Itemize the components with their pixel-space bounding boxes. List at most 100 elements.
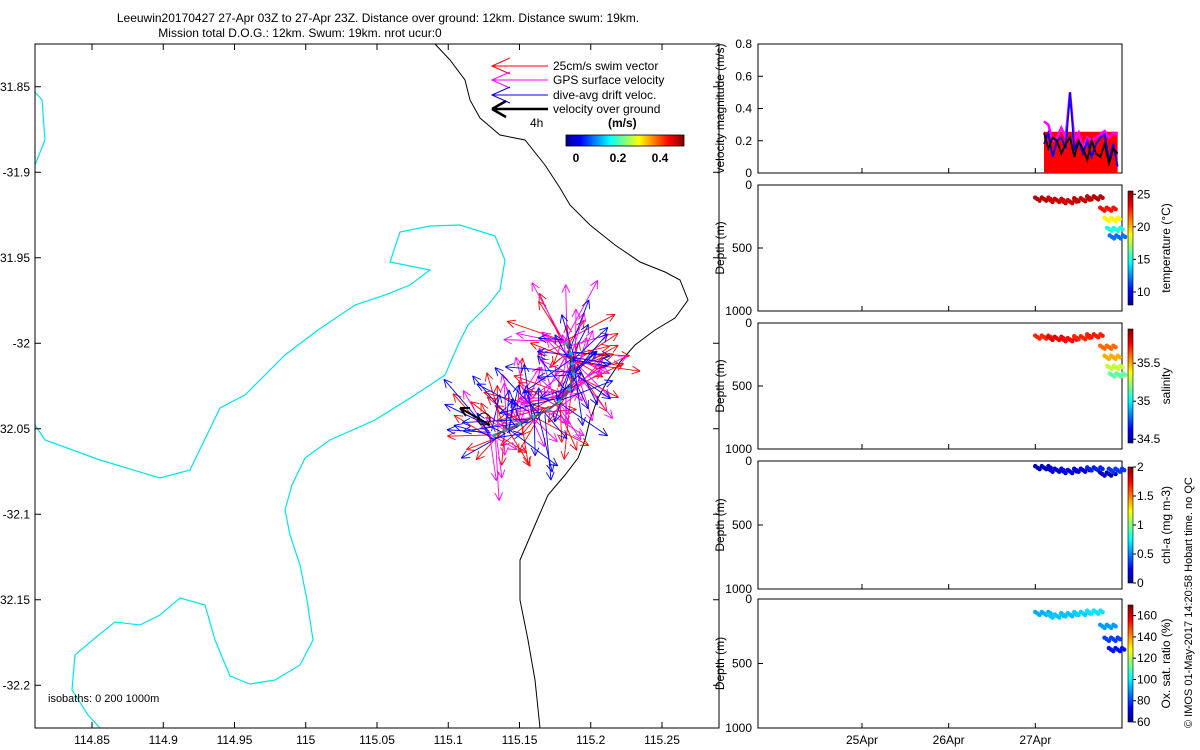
velocity-vector <box>577 374 614 419</box>
profile-sample <box>1111 374 1117 379</box>
profile-sample <box>1050 337 1055 343</box>
velocity-vector <box>550 392 579 415</box>
panel-y-tick-label: 0 <box>745 166 752 180</box>
velocity-vector <box>537 375 560 397</box>
velocity-vector-head <box>504 389 513 399</box>
velocity-vector-head <box>522 385 532 394</box>
velocity-vector <box>537 412 553 473</box>
velocity-vector-head <box>599 326 609 336</box>
panel-frame <box>757 322 1123 450</box>
profile-sample <box>1117 217 1123 222</box>
velocity-vector-head <box>506 319 517 328</box>
legend-drift-swatch <box>490 86 548 104</box>
legend-ground-swatch <box>491 99 548 119</box>
legend-swim-label: 25cm/s swim vector <box>553 59 658 73</box>
glider-track-point <box>546 408 550 412</box>
velocity-vector <box>553 339 563 366</box>
colorbar-label: chl-a (mg m-3) <box>1159 486 1173 564</box>
velocity-vector-head <box>521 426 530 436</box>
velocity-vector <box>559 350 568 397</box>
colorbar-tick-label: 120 <box>1137 651 1157 665</box>
velocity-vector-head <box>545 471 555 481</box>
profile-sample <box>1037 466 1042 472</box>
velocity-vector <box>554 334 568 357</box>
velocity-vector-head <box>548 457 559 467</box>
panel-colorbar <box>1127 466 1134 584</box>
velocity-vector-head <box>581 299 591 309</box>
velocity-vector-head <box>598 360 608 369</box>
legend-swim-swatch <box>490 57 548 75</box>
profile-sample <box>1037 336 1042 341</box>
glider-track-point <box>517 421 522 426</box>
velocity-vector-head <box>559 314 569 324</box>
panel-y-tick-label: 0.8 <box>735 37 752 51</box>
profile-sample <box>1122 647 1127 652</box>
map-y-tick-label: -32.2 <box>3 678 31 692</box>
velocity-vector-head <box>537 355 546 365</box>
profile-sample <box>1111 648 1116 654</box>
profile-sample <box>1070 338 1075 344</box>
panel-y-tick-label: 0.4 <box>735 102 752 116</box>
velocity-vector <box>544 414 552 481</box>
profile-sample <box>1100 609 1105 615</box>
map-y-axis: -31.85 -31.9 -31.95 -32 -32.05 -32.1 -32.15 -32… <box>0 80 719 692</box>
velocity-vector <box>571 337 588 387</box>
profile-sample <box>1070 470 1075 476</box>
profile-sample <box>1120 365 1125 370</box>
panel-y-tick-label: 0 <box>745 592 752 606</box>
velocity-vector <box>558 380 613 402</box>
velocity-vectors <box>443 280 641 501</box>
profile-sample <box>1076 469 1081 474</box>
map-x-tick-label: 114.9 <box>149 733 178 747</box>
panel-frame <box>757 460 1123 590</box>
velocity-vector-head <box>604 409 614 420</box>
velocity-vector-head <box>493 385 502 394</box>
profile-sample <box>1057 615 1062 620</box>
velocity-vector <box>447 434 493 437</box>
map-colorbar-tick: 0.2 <box>610 151 627 165</box>
velocity-vector-head <box>503 335 513 345</box>
map-colorbar-label: (m/s) <box>608 116 637 130</box>
profile-sample <box>1070 614 1075 619</box>
velocity-vector-head <box>516 396 526 406</box>
map-colorbar <box>565 134 685 147</box>
velocity-vector-head <box>475 450 485 461</box>
panel-y-tick-label: 0 <box>745 178 752 192</box>
profile-sample <box>1113 638 1118 643</box>
map-x-axis: 114.85 114.9 114.95 115 115.05 115.1 115.15 115… <box>74 44 680 747</box>
panel-y-tick-label: 1000 <box>725 721 752 735</box>
velocity-vector-head <box>609 332 619 342</box>
map-x-tick-label: 114.85 <box>74 733 110 747</box>
velocity-vector <box>537 374 575 378</box>
velocity-vector <box>572 358 584 426</box>
velocity-vector-head <box>508 441 518 451</box>
velocity-vector <box>499 396 565 414</box>
profile-sample <box>1111 469 1116 474</box>
colorbar-label: salinity <box>1159 368 1173 405</box>
colorbar-tick-label: 1.5 <box>1137 489 1154 503</box>
profile-sample <box>1083 469 1088 474</box>
velocity-series-gps <box>1043 92 1119 153</box>
glider-track-point <box>564 341 569 346</box>
velocity-vector <box>522 357 574 394</box>
colorbar-tick-label: 140 <box>1137 630 1157 644</box>
map-y-tick-label: -32.05 <box>0 422 30 436</box>
velocity-vector <box>526 391 572 393</box>
profile-sample <box>1106 638 1112 643</box>
velocity-vector-head <box>504 363 514 372</box>
velocity-vector-head <box>561 415 571 425</box>
velocity-vector-head <box>561 284 571 293</box>
profile-sample <box>1037 612 1042 618</box>
profile-sample <box>1106 356 1112 361</box>
glider-track-point <box>492 433 496 438</box>
profile-sample <box>1122 468 1127 473</box>
velocity-vector <box>575 351 597 370</box>
profile-sample <box>1089 335 1094 340</box>
velocity-vector <box>565 355 612 364</box>
colorbar-tick-label: 34.5 <box>1137 432 1161 446</box>
colorbar-tick-label: 1 <box>1137 518 1144 532</box>
velocity-vector <box>505 389 510 431</box>
velocity-vector <box>562 314 616 343</box>
glider-track-point <box>503 428 508 433</box>
velocity-vector-head <box>593 371 603 380</box>
